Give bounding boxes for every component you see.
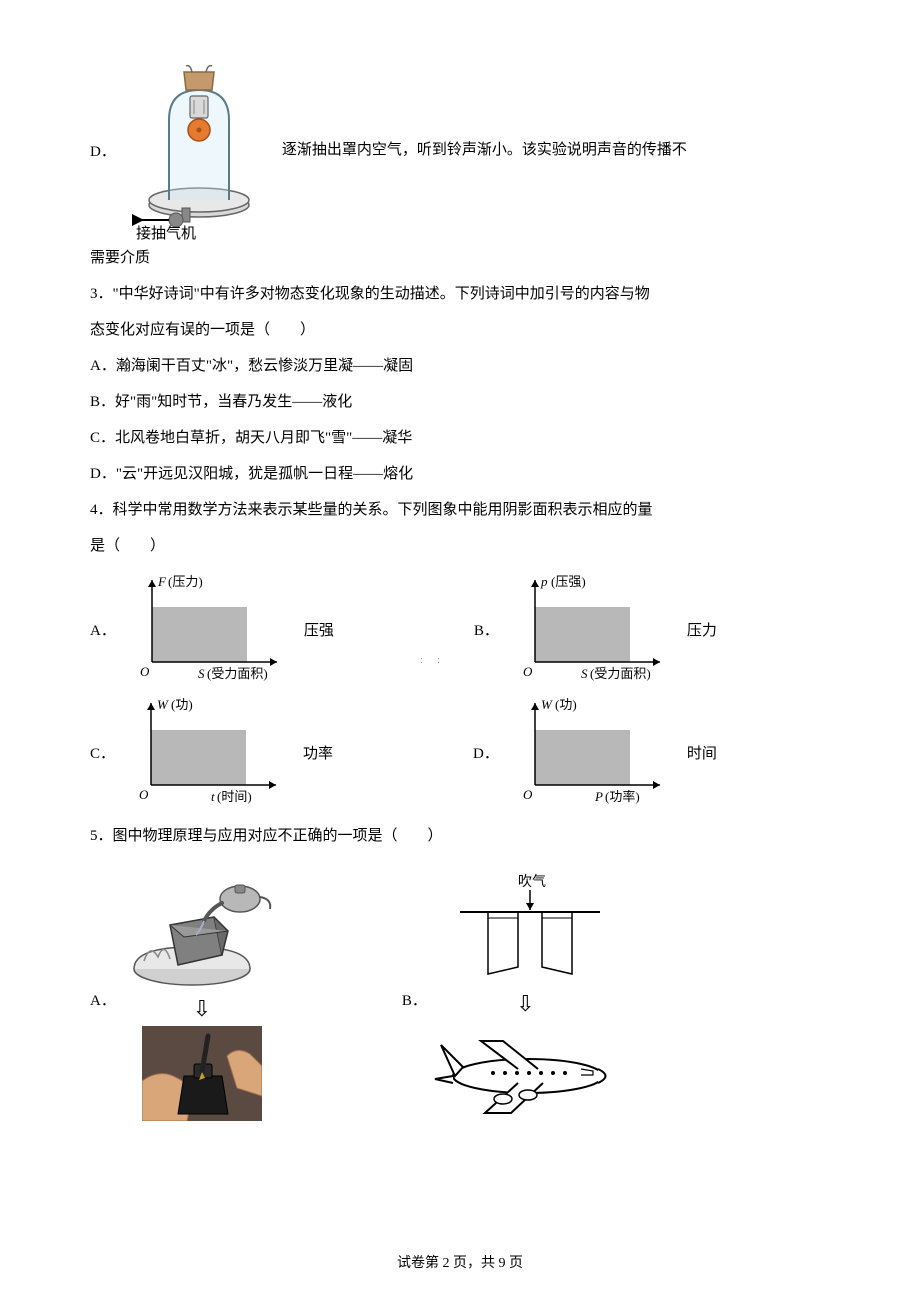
q5-b-top-diagram: 吹气 bbox=[440, 872, 610, 987]
q5-b-label: B． bbox=[402, 989, 427, 1010]
chart-b-origin: O bbox=[523, 664, 533, 679]
q5-row: A． ⇩ bbox=[90, 872, 830, 1126]
chart-c-answer: 功率 bbox=[303, 742, 333, 763]
q5-option-b: B． 吹气 ⇩ bbox=[402, 872, 618, 1126]
q3-option-b: B．好"雨"知时节，当春乃发生——液化 bbox=[90, 384, 830, 420]
chart-b-yaxis: (压强) bbox=[551, 574, 586, 589]
bell-jar-diagram: 接抽气机 bbox=[124, 60, 274, 240]
q3-option-d: D．"云"开远见汉阳城，犹是孤帆一日程——熔化 bbox=[90, 456, 830, 492]
chart-a-xaxis-var: S bbox=[198, 666, 205, 681]
chart-a-yaxis-unit: (压力) bbox=[168, 574, 203, 589]
chart-d-answer: 时间 bbox=[687, 742, 717, 763]
chart-c-xaxis-var: t bbox=[211, 789, 215, 804]
chart-row-2: C． W (功) O t (时间) 功率 D． W (功) O P (功率) bbox=[90, 695, 830, 810]
chart-c-yaxis: (功) bbox=[171, 697, 193, 712]
chart-c-xaxis: (时间) bbox=[217, 789, 252, 804]
chart-a-answer: 压强 bbox=[304, 619, 334, 640]
chart-d-svg: W (功) O P (功率) bbox=[505, 695, 675, 810]
q5-a-images: ⇩ bbox=[122, 877, 282, 1121]
q5-b-bottom-diagram bbox=[433, 1021, 618, 1126]
q5-a-bottom-diagram bbox=[142, 1026, 262, 1121]
q5-stem: 5．图中物理原理与应用对应不正确的一项是（ ） bbox=[90, 818, 830, 854]
chart-c-label: C． bbox=[90, 742, 115, 763]
vacuum-pump-label: 接抽气机 bbox=[136, 225, 196, 240]
chart-b-xaxis-var: S bbox=[581, 666, 588, 681]
q4-stem-line2: 是（ ） bbox=[90, 528, 830, 564]
chart-d-origin: O bbox=[523, 787, 533, 802]
q3-option-c: C．北风卷地白草折，胡天八月即飞"雪"——凝华 bbox=[90, 420, 830, 456]
chart-a-origin: O bbox=[140, 664, 150, 679]
chart-d-xaxis-var: P bbox=[594, 789, 603, 804]
chart-c-svg: W (功) O t (时间) bbox=[121, 695, 291, 810]
q3-stem-line1: 3．"中华好诗词"中有许多对物态变化现象的生动描述。下列诗词中加引号的内容与物 bbox=[90, 276, 830, 312]
chart-c-origin: O bbox=[139, 787, 149, 802]
chart-d: D． W (功) O P (功率) 时间 bbox=[473, 695, 717, 810]
chart-d-xaxis: (功率) bbox=[605, 789, 640, 804]
q5-b-images: 吹气 ⇩ bbox=[433, 872, 618, 1126]
option-d-text2: 需要介质 bbox=[90, 240, 830, 276]
chart-b-answer: 压力 bbox=[687, 619, 717, 640]
option-d-label: D． bbox=[90, 140, 116, 161]
option-d-row: D． 接抽气机 逐渐抽出罩内空气，听到铃声渐小。该实验说明声音的传播不 bbox=[90, 60, 830, 240]
blow-air-label: 吹气 bbox=[518, 874, 546, 890]
chart-a-yaxis: F bbox=[157, 574, 167, 589]
option-d-text1: 逐渐抽出罩内空气，听到铃声渐小。该实验说明声音的传播不 bbox=[282, 132, 687, 168]
chart-b-xaxis: (受力面积) bbox=[590, 666, 651, 681]
q5-a-label: A． bbox=[90, 989, 116, 1010]
q3-option-a: A．瀚海阑干百丈"冰"，愁云惨淡万里凝——凝固 bbox=[90, 348, 830, 384]
q5-b-arrow-icon: ⇩ bbox=[516, 991, 534, 1017]
chart-b-label: B． bbox=[474, 619, 499, 640]
chart-d-yaxis-var: W bbox=[541, 697, 553, 712]
chart-d-label: D． bbox=[473, 742, 499, 763]
q3-stem-line2: 态变化对应有误的一项是（ ） bbox=[90, 312, 830, 348]
chart-a-svg: F (压力) O S (受力面积) bbox=[122, 572, 292, 687]
side-dots: : : bbox=[420, 655, 446, 666]
q4-stem-line1: 4．科学中常用数学方法来表示某些量的关系。下列图象中能用阴影面积表示相应的量 bbox=[90, 492, 830, 528]
q5-a-arrow-icon: ⇩ bbox=[193, 996, 211, 1022]
chart-c: C． W (功) O t (时间) 功率 bbox=[90, 695, 333, 810]
chart-a-label: A． bbox=[90, 619, 116, 640]
chart-a: A． F (压力) O S (受力面积) 压强 bbox=[90, 572, 334, 687]
page-footer: 试卷第 2 页，共 9 页 bbox=[0, 1252, 920, 1272]
chart-d-yaxis: (功) bbox=[555, 697, 577, 712]
chart-c-yaxis-var: W bbox=[157, 697, 169, 712]
chart-b-svg: p (压强) O S (受力面积) bbox=[505, 572, 675, 687]
chart-b-yaxis-var: p bbox=[540, 574, 548, 589]
chart-a-xaxis: (受力面积) bbox=[207, 666, 268, 681]
chart-row-1: A． F (压力) O S (受力面积) 压强 B． p (压强) O S bbox=[90, 572, 830, 687]
q5-option-a: A． ⇩ bbox=[90, 872, 282, 1126]
q5-a-top-diagram bbox=[122, 877, 282, 992]
chart-b: B． p (压强) O S (受力面积) 压力 bbox=[474, 572, 717, 687]
